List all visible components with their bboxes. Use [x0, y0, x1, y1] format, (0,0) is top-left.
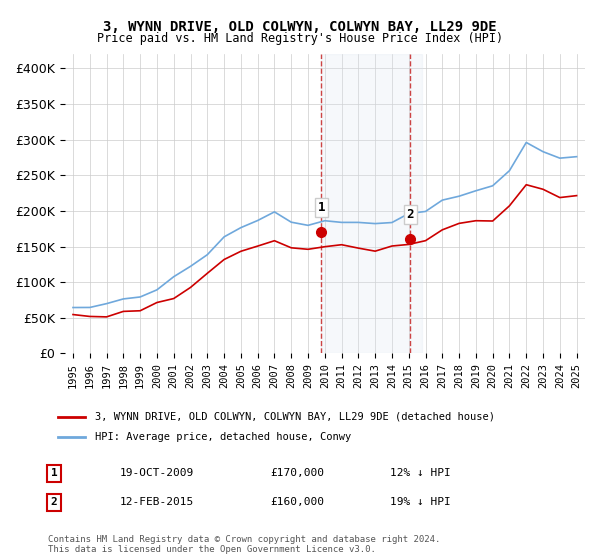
Text: Price paid vs. HM Land Registry's House Price Index (HPI): Price paid vs. HM Land Registry's House …	[97, 32, 503, 45]
Text: 19% ↓ HPI: 19% ↓ HPI	[390, 497, 451, 507]
Text: 1: 1	[50, 468, 58, 478]
Text: 3, WYNN DRIVE, OLD COLWYN, COLWYN BAY, LL29 9DE: 3, WYNN DRIVE, OLD COLWYN, COLWYN BAY, L…	[103, 20, 497, 34]
Text: 12-FEB-2015: 12-FEB-2015	[120, 497, 194, 507]
Text: 19-OCT-2009: 19-OCT-2009	[120, 468, 194, 478]
Text: 2: 2	[50, 497, 58, 507]
Text: £170,000: £170,000	[270, 468, 324, 478]
Text: 3, WYNN DRIVE, OLD COLWYN, COLWYN BAY, LL29 9DE (detached house): 3, WYNN DRIVE, OLD COLWYN, COLWYN BAY, L…	[95, 412, 495, 422]
Text: 2: 2	[407, 208, 414, 221]
Text: 12% ↓ HPI: 12% ↓ HPI	[390, 468, 451, 478]
Text: £160,000: £160,000	[270, 497, 324, 507]
Text: HPI: Average price, detached house, Conwy: HPI: Average price, detached house, Conw…	[95, 432, 351, 442]
Bar	[322, 54, 422, 353]
Text: 1: 1	[317, 201, 325, 214]
Text: Contains HM Land Registry data © Crown copyright and database right 2024.
This d: Contains HM Land Registry data © Crown c…	[48, 535, 440, 554]
